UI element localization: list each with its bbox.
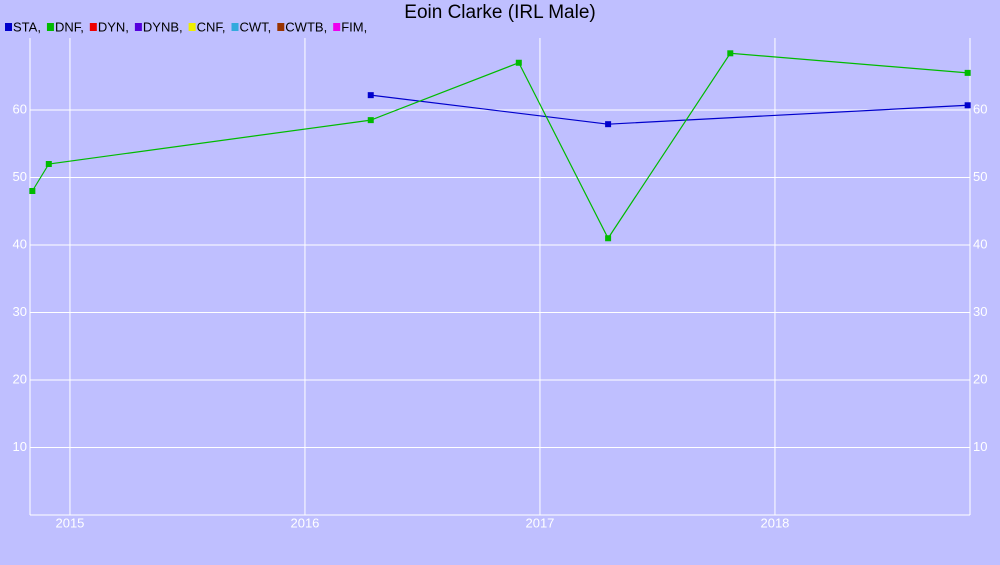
y2-tick-label: 10 xyxy=(973,439,987,454)
y2-tick-label: 20 xyxy=(973,371,987,386)
y-tick-label: 50 xyxy=(13,169,27,184)
legend-label: DYNB, xyxy=(143,19,183,34)
data-point xyxy=(29,188,36,194)
data-point xyxy=(605,121,612,128)
y-tick-label: 30 xyxy=(13,304,27,319)
data-point xyxy=(964,102,971,109)
y-tick-label: 40 xyxy=(13,236,27,251)
data-point xyxy=(964,69,971,76)
legend-swatch xyxy=(89,23,97,31)
y-tick-label: 10 xyxy=(13,439,27,454)
x-tick-label: 2018 xyxy=(760,515,789,530)
legend-label: CNF, xyxy=(197,19,226,34)
data-point xyxy=(367,92,374,99)
y-tick-label: 20 xyxy=(13,371,27,386)
y2-tick-label: 40 xyxy=(973,236,987,251)
chart-title: Eoin Clarke (IRL Male) xyxy=(404,2,595,23)
data-point xyxy=(727,50,734,57)
legend-swatch xyxy=(46,23,54,31)
legend-label: DYN, xyxy=(98,19,129,34)
legend-swatch xyxy=(277,23,285,31)
x-tick-label: 2015 xyxy=(55,515,84,530)
legend-swatch xyxy=(5,23,12,31)
legend-label: FIM, xyxy=(341,19,367,34)
data-point xyxy=(605,235,612,242)
y-tick-label: 60 xyxy=(13,101,27,116)
legend-swatch xyxy=(333,23,341,31)
legend-swatch xyxy=(188,23,196,31)
data-point xyxy=(45,161,52,167)
legend-swatch xyxy=(231,23,239,31)
data-point xyxy=(515,59,522,66)
legend-label: CWTB, xyxy=(285,19,327,34)
legend-label: DNF, xyxy=(55,19,84,34)
x-tick-label: 2017 xyxy=(525,515,554,530)
legend-swatch xyxy=(134,23,142,31)
legend-label: STA, xyxy=(13,19,41,34)
y2-tick-label: 60 xyxy=(973,101,987,116)
y2-tick-label: 30 xyxy=(973,304,987,319)
x-tick-label: 2016 xyxy=(290,515,319,530)
data-point xyxy=(367,117,374,124)
legend-label: CWT, xyxy=(240,19,272,34)
y2-tick-label: 50 xyxy=(973,169,987,184)
